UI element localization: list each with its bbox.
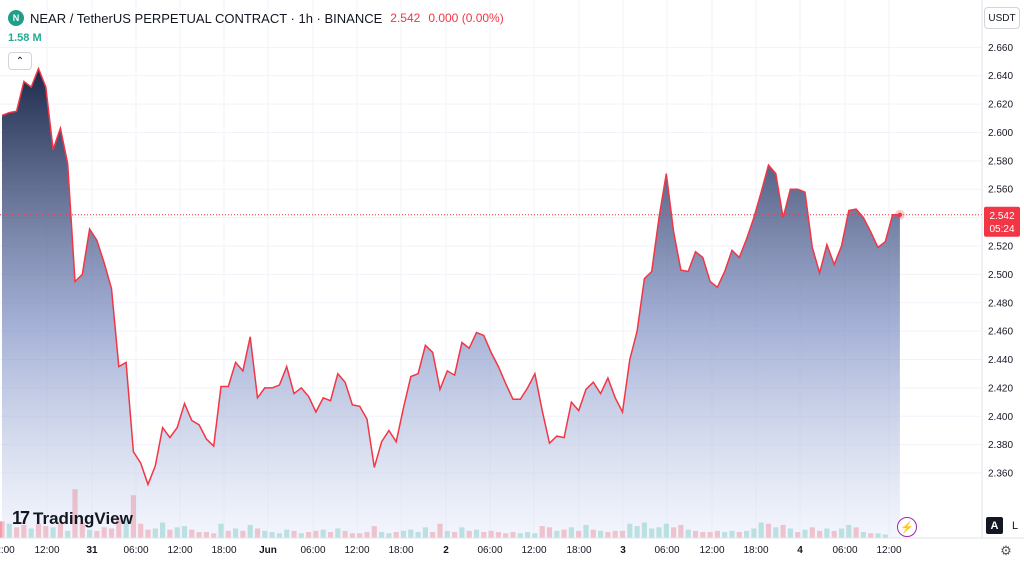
time-scale: 2:00 12:00 31 06:00 12:00 18:00 Jun 06:00 12:00 1…: [0, 545, 902, 556]
time-tick-label: 06:00: [832, 545, 857, 556]
price-line: [1, 66, 900, 487]
symbol-header: N NEAR / TetherUS PERPETUAL CONTRACT · 1…: [8, 8, 504, 28]
header-change: 0.000 (0.00%): [428, 11, 504, 25]
price-tick-label: 2.520: [988, 242, 1013, 253]
currency-button[interactable]: USDT: [984, 7, 1020, 29]
tradingview-logo-icon: 17: [12, 508, 30, 528]
time-tick-label: 4: [797, 545, 803, 556]
time-tick-label: Jun: [259, 545, 277, 556]
gear-icon[interactable]: ⚙: [1000, 543, 1012, 558]
time-tick-label: 2:00: [0, 545, 15, 556]
time-tick-label: 06:00: [654, 545, 679, 556]
tradingview-logo[interactable]: 17 TradingView: [12, 508, 133, 529]
price-scale: 2.360 2.380 2.400 2.420 2.440 2.460 2.480 2.500…: [988, 43, 1013, 480]
volume-indicator-value: 1.58 M: [8, 32, 42, 44]
price-tick-label: 2.480: [988, 298, 1013, 309]
price-tick-label: 2.560: [988, 185, 1013, 196]
time-tick-label: 18:00: [566, 545, 591, 556]
time-tick-label: 12:00: [876, 545, 901, 556]
header-price: 2.542: [390, 11, 421, 25]
time-tick-label: 12:00: [344, 545, 369, 556]
price-tick-label: 2.460: [988, 327, 1013, 338]
time-tick-label: 12:00: [699, 545, 724, 556]
time-tick-label: 18:00: [743, 545, 768, 556]
time-tick-label: 2: [443, 545, 449, 556]
price-tick-label: 2.660: [988, 43, 1013, 54]
time-tick-label: 06:00: [300, 545, 325, 556]
time-tick-label: 12:00: [34, 545, 59, 556]
lightning-icon[interactable]: ⚡: [897, 517, 917, 537]
time-tick-label: 18:00: [388, 545, 413, 556]
time-tick-label: 06:00: [123, 545, 148, 556]
last-price-dot: [897, 212, 903, 217]
collapse-legend-button[interactable]: ⌃: [8, 52, 32, 70]
chevron-up-icon: ⌃: [15, 55, 25, 67]
last-price-value: 2.542: [989, 211, 1014, 222]
price-tick-label: 2.640: [988, 71, 1013, 82]
last-price-label: 2.542 05:24: [984, 206, 1020, 237]
time-tick-label: 18:00: [211, 545, 236, 556]
symbol-title[interactable]: NEAR / TetherUS PERPETUAL CONTRACT · 1h …: [30, 10, 383, 26]
price-tick-label: 2.600: [988, 128, 1013, 139]
price-tick-label: 2.500: [988, 270, 1013, 281]
near-coin-icon: N: [8, 10, 24, 26]
price-area-fill: [2, 68, 900, 538]
time-tick-label: 3: [620, 545, 626, 556]
log-scale-button[interactable]: L: [1011, 519, 1019, 532]
auto-scale-button[interactable]: A: [986, 517, 1003, 534]
time-tick-label: 31: [86, 545, 98, 556]
price-tick-label: 2.360: [988, 469, 1013, 480]
price-tick-label: 2.420: [988, 383, 1013, 394]
price-tick-label: 2.400: [988, 412, 1013, 423]
price-tick-label: 2.440: [988, 355, 1013, 366]
time-tick-label: 12:00: [167, 545, 192, 556]
price-tick-label: 2.380: [988, 440, 1013, 451]
price-tick-label: 2.620: [988, 100, 1013, 111]
time-tick-label: 12:00: [521, 545, 546, 556]
price-tick-label: 2.580: [988, 156, 1013, 167]
logo-text: TradingView: [33, 508, 133, 528]
time-tick-label: 06:00: [477, 545, 502, 556]
bar-countdown: 05:24: [989, 224, 1014, 235]
